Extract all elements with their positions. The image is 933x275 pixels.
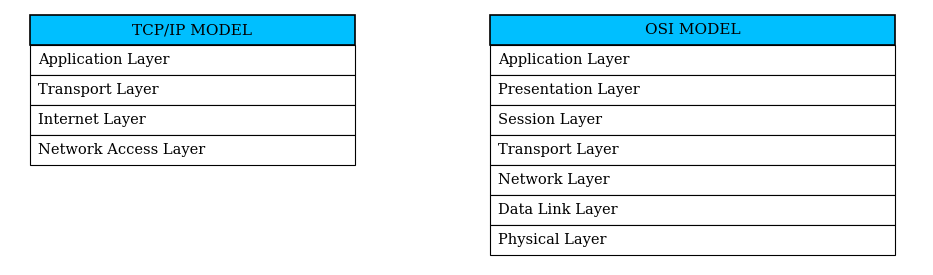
Bar: [30, 15, 355, 45]
Bar: [30, 135, 355, 165]
Bar: [30, 105, 355, 135]
Bar: [490, 105, 895, 135]
Bar: [490, 165, 895, 195]
Bar: [490, 225, 895, 255]
Text: Application Layer: Application Layer: [498, 53, 630, 67]
Text: Network Layer: Network Layer: [498, 173, 609, 187]
Bar: [490, 195, 895, 225]
Bar: [30, 45, 355, 75]
Bar: [490, 75, 895, 105]
Text: Session Layer: Session Layer: [498, 113, 602, 127]
Text: Internet Layer: Internet Layer: [38, 113, 146, 127]
Text: Presentation Layer: Presentation Layer: [498, 83, 640, 97]
Text: Transport Layer: Transport Layer: [498, 143, 619, 157]
Text: Physical Layer: Physical Layer: [498, 233, 606, 247]
Text: Transport Layer: Transport Layer: [38, 83, 159, 97]
Text: OSI MODEL: OSI MODEL: [645, 23, 740, 37]
Text: Data Link Layer: Data Link Layer: [498, 203, 618, 217]
Text: Network Access Layer: Network Access Layer: [38, 143, 205, 157]
Text: Application Layer: Application Layer: [38, 53, 170, 67]
Bar: [490, 15, 895, 45]
Bar: [490, 135, 895, 165]
Bar: [30, 75, 355, 105]
Bar: [490, 45, 895, 75]
Text: TCP/IP MODEL: TCP/IP MODEL: [132, 23, 253, 37]
